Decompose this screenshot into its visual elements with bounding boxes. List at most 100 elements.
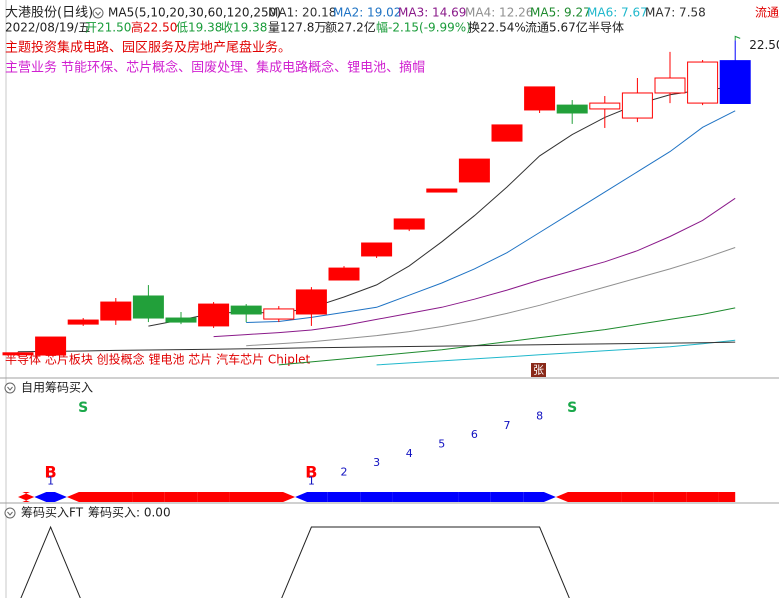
candle-body (654, 77, 686, 94)
ma-line (376, 339, 736, 366)
annotation-pointer (734, 35, 741, 41)
candle-body (67, 319, 99, 325)
annotation-label: 22.50 (749, 38, 779, 52)
candle-body (328, 267, 360, 281)
badge: 张 (533, 364, 544, 377)
count-label: 5 (438, 438, 445, 451)
candle-body (621, 92, 653, 119)
badge-box[interactable] (531, 363, 546, 377)
candle-body (361, 242, 393, 257)
signal-band (718, 492, 736, 502)
corner-label[interactable]: 流通 (755, 6, 779, 20)
signal-band (555, 492, 589, 502)
signal-band (99, 492, 133, 502)
count-label: 1 (47, 475, 54, 488)
candle-body (426, 188, 458, 193)
signal-band (686, 492, 719, 502)
signal-band (360, 492, 393, 502)
signal-band (229, 492, 263, 502)
count-label: 2 (341, 465, 348, 478)
candle-body (393, 218, 425, 230)
ma-line (278, 307, 736, 366)
panel-title: 筹码买入FT (21, 506, 84, 520)
quote-item: 收19.38 (221, 21, 267, 35)
candle-body (556, 104, 588, 114)
menu-icon[interactable] (4, 382, 16, 394)
sell-signal: S (567, 400, 577, 416)
indicator-line (20, 525, 570, 598)
ma-legend: MA6: 7.67 (587, 6, 648, 20)
menu-icon-arrow (95, 11, 101, 16)
signal-band (425, 492, 459, 502)
signal-band (327, 492, 361, 502)
candle-body (491, 124, 523, 142)
signal-band (34, 492, 67, 502)
signal-band (164, 492, 198, 502)
candle-body (198, 303, 230, 327)
signal-band (392, 492, 426, 502)
candle-body (589, 102, 621, 110)
ma-line (213, 197, 736, 338)
panel-legend: 筹码买入: 0.00 (88, 506, 171, 520)
sell-signal: S (78, 400, 88, 416)
ma-line (17, 341, 736, 353)
signal-band (588, 492, 622, 502)
ma-params: MA5(5,10,20,30,60,120,250) (108, 6, 281, 20)
menu-icon[interactable] (4, 507, 16, 519)
ma-line (246, 110, 736, 323)
stock-title: 大港股份(日线) (5, 6, 93, 21)
business-text: 主营业务 节能环保、芯片概念、固废处理、集成电路概念、锂电池、摘帽 (5, 60, 425, 76)
candle-body (230, 305, 262, 315)
concepts-text: 半导体 芯片板块 创投概念 锂电池 芯片 汽车芯片 Chiplet (5, 352, 311, 367)
signal-band (18, 492, 35, 502)
ma-line (246, 247, 736, 347)
date: 2022/08/19/五 (5, 21, 90, 35)
quote-item: 低19.38 (176, 21, 222, 35)
count-label: 3 (373, 456, 380, 469)
ma-legend: MA3: 14.69 (398, 6, 466, 20)
count-label: 8 (536, 410, 543, 423)
signal-band (653, 492, 687, 502)
signal-band (458, 492, 491, 502)
candle-body (2, 352, 34, 356)
signal-band (132, 492, 165, 502)
ma-legend: MA4: 12.26 (465, 6, 533, 20)
signal-band (295, 492, 328, 502)
quote-item: 开21.50 (85, 21, 131, 35)
menu-icon[interactable] (92, 7, 104, 19)
buy-signal: B (305, 463, 317, 482)
theme-text: 主题投资集成电路、园区服务及房地产尾盘业务。 (5, 40, 291, 56)
signal-band (523, 492, 556, 502)
candle-body (524, 86, 556, 111)
count-label: 4 (406, 447, 413, 460)
quote-item: 额27.2亿 (325, 20, 376, 35)
quote-item: 高22.50 (131, 20, 177, 35)
quote-item: 流通5.67亿 (525, 20, 588, 35)
quote-item: 换22.54% (468, 21, 526, 35)
count-label: 1 (308, 475, 315, 488)
signal-band (262, 492, 296, 502)
signal-band (197, 492, 230, 502)
buy-signal: B (44, 463, 56, 482)
count-label: 7 (504, 419, 511, 432)
ma-legend: MA2: 19.02 (333, 6, 401, 20)
quote-item: 半导体 (588, 21, 624, 35)
candle-body (100, 301, 132, 321)
menu-icon-arrow (7, 511, 13, 516)
candle-body (263, 308, 295, 320)
quote-item: 幅-2.15(-9.99%) (376, 20, 471, 35)
candle-body (35, 336, 67, 356)
candle-body (165, 317, 197, 323)
candle-body (295, 289, 327, 315)
candle-body (458, 158, 490, 183)
signal-band (490, 492, 524, 502)
signal-band (621, 492, 654, 502)
menu-icon-arrow (7, 386, 13, 391)
panel-title: 自用筹码买入 (21, 381, 93, 395)
ma-legend: MA7: 7.58 (645, 6, 706, 20)
signal-band (66, 492, 100, 502)
candle-body (719, 60, 751, 104)
ma-legend: MA5: 9.27 (530, 6, 591, 20)
